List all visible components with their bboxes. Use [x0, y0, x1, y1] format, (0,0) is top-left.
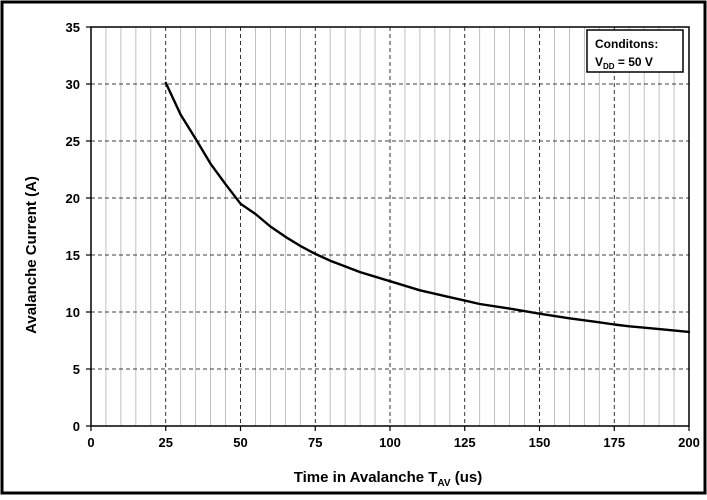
x-tick-label: 200: [678, 435, 700, 450]
y-tick-label: 20: [66, 191, 80, 206]
x-tick-label: 75: [308, 435, 322, 450]
x-tick-label: 100: [379, 435, 401, 450]
x-tick-label: 0: [87, 435, 94, 450]
grid-major: [91, 27, 689, 426]
y-tick-label: 10: [66, 305, 80, 320]
y-tick-label: 0: [73, 419, 80, 434]
legend-line-1: Conditons:: [595, 37, 658, 51]
x-axis-title-suffix: (us): [451, 469, 483, 486]
x-tick-label: 175: [603, 435, 625, 450]
x-tick-label: 50: [233, 435, 247, 450]
y-tick-label: 30: [66, 77, 80, 92]
legend-line-2-prefix: V: [595, 55, 603, 69]
y-tick-label: 15: [66, 248, 80, 263]
x-tick-label: 25: [159, 435, 173, 450]
x-axis-title-subscript: AV: [437, 478, 450, 489]
series-line: [164, 81, 691, 334]
x-axis-ticks: 0 25 50 75 100 125 150 175 200: [87, 426, 700, 450]
x-axis-title: Time in Avalanche TAV (us): [294, 469, 483, 489]
series-layer: [164, 81, 691, 334]
y-axis-title: Avalanche Current (A): [23, 176, 40, 334]
y-tick-label: 35: [66, 20, 80, 35]
x-tick-label: 125: [454, 435, 476, 450]
y-axis-ticks: 0 5 10 15 20 25 30 35: [66, 20, 91, 434]
legend-line-2: VDD = 50 V: [595, 55, 653, 71]
y-tick-label: 25: [66, 134, 80, 149]
legend-line-2-subscript: DD: [603, 62, 615, 71]
legend-line-2-suffix: = 50 V: [615, 55, 653, 69]
x-axis-title-main: Time in Avalanche T: [294, 469, 438, 486]
x-tick-label: 150: [529, 435, 551, 450]
legend-box: Conditons: VDD = 50 V: [586, 29, 684, 73]
y-tick-label: 5: [73, 362, 80, 377]
legend-frame: [586, 29, 684, 73]
